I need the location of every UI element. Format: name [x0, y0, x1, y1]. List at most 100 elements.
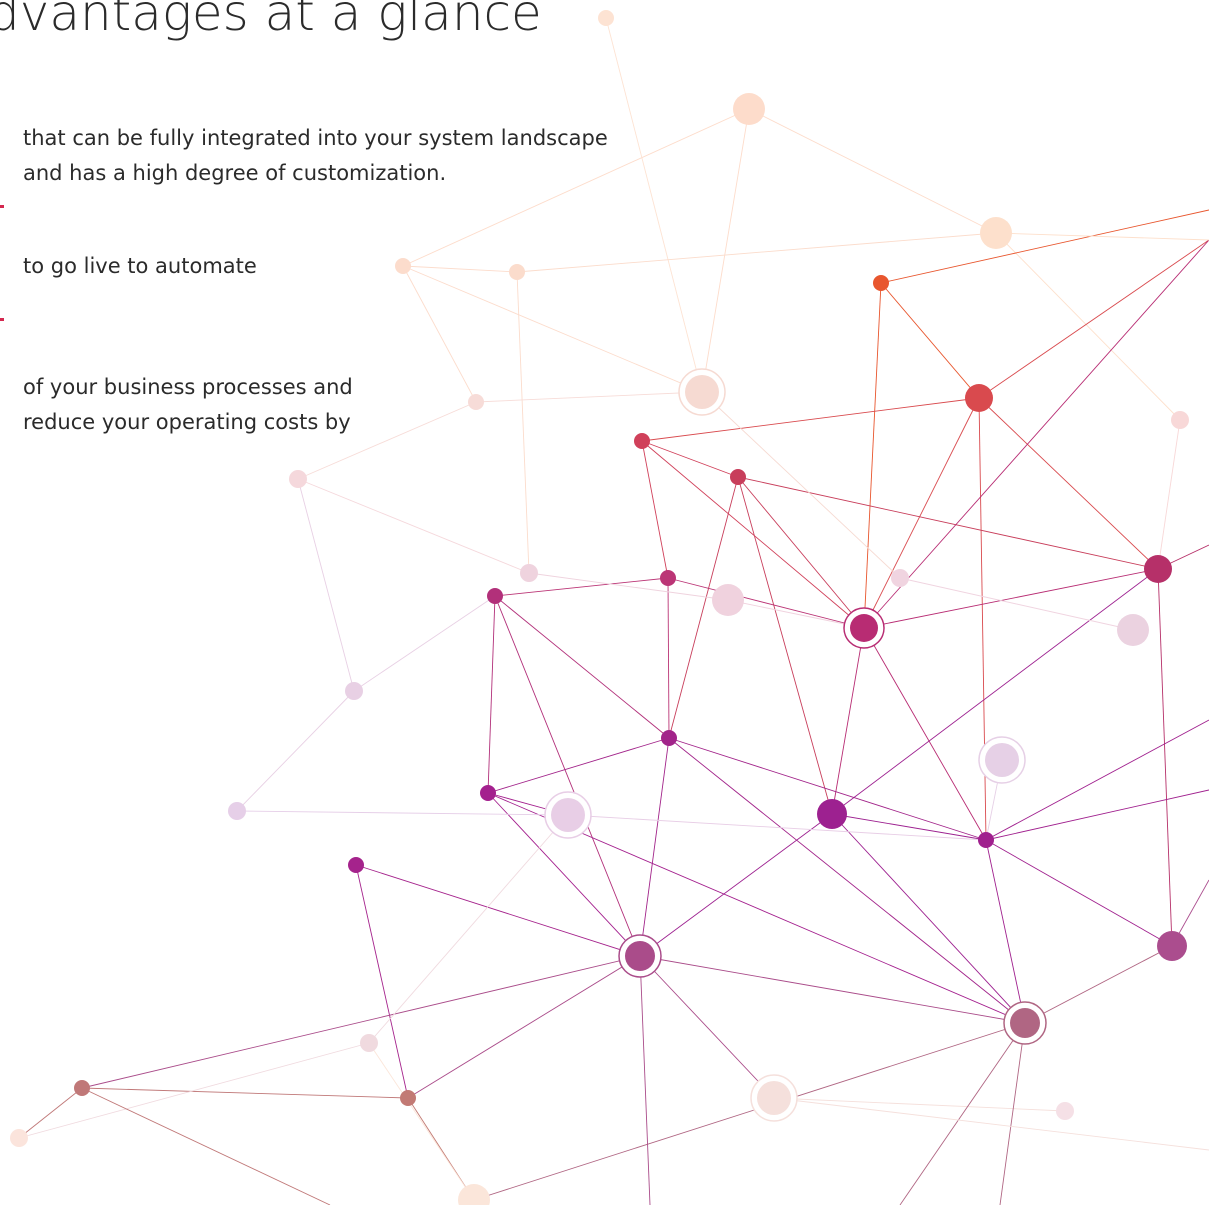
network-edge	[640, 956, 774, 1098]
divider	[0, 205, 4, 208]
advantage-text: reduce your operating costs by	[23, 405, 353, 440]
network-edge	[738, 477, 864, 628]
network-edge	[832, 628, 864, 814]
network-edge	[864, 398, 979, 628]
network-edge	[403, 266, 702, 392]
network-edge	[640, 956, 650, 1205]
network-edge	[82, 1088, 408, 1098]
advantage-text: and has a high degree of customization.	[23, 156, 608, 191]
network-edge	[495, 596, 640, 956]
network-node	[598, 10, 614, 26]
network-edge	[476, 392, 702, 402]
network-edge	[529, 573, 728, 600]
network-node	[345, 682, 363, 700]
network-edge	[517, 233, 996, 272]
network-edge	[832, 814, 986, 840]
network-node	[520, 564, 538, 582]
network-edge	[369, 815, 568, 1043]
page-title: dvantages at a glance	[0, 0, 542, 42]
network-node	[458, 1184, 490, 1205]
network-edge	[669, 738, 1025, 1023]
network-edge	[668, 578, 669, 738]
network-edge	[606, 18, 702, 392]
network-node	[1056, 1102, 1074, 1120]
network-edge	[403, 266, 517, 272]
advantage-text: to go live to automate	[23, 249, 257, 284]
network-node	[400, 1090, 416, 1106]
network-edge	[298, 479, 529, 573]
network-edge	[986, 720, 1209, 840]
network-node	[685, 375, 719, 409]
network-node	[1157, 931, 1187, 961]
network-edge	[749, 109, 996, 233]
network-edge	[881, 210, 1209, 283]
network-edge	[568, 815, 986, 840]
network-edge	[900, 578, 1133, 630]
network-node	[395, 258, 411, 274]
network-edge	[986, 840, 1172, 946]
network-node	[733, 93, 765, 125]
network-node	[1010, 1008, 1040, 1038]
network-node	[817, 799, 847, 829]
network-edge	[702, 109, 749, 392]
network-edge	[495, 578, 668, 596]
network-edge	[19, 1043, 369, 1138]
network-edge	[640, 956, 1025, 1023]
network-node	[980, 217, 1012, 249]
network-node	[625, 941, 655, 971]
network-edge	[640, 738, 669, 956]
network-edge	[298, 479, 354, 691]
advantage-text: of your business processes and	[23, 370, 353, 405]
network-node	[468, 394, 484, 410]
divider	[0, 318, 4, 321]
network-edge	[881, 283, 979, 398]
network-node	[509, 264, 525, 280]
network-edge	[488, 596, 495, 793]
advantage-item: that can be fully integrated into your s…	[23, 121, 608, 191]
network-edge	[495, 596, 669, 738]
network-edge	[774, 1098, 1065, 1111]
network-edge	[774, 1098, 1209, 1150]
network-node	[487, 588, 503, 604]
network-edge	[1158, 420, 1180, 569]
network-edge	[738, 477, 1158, 569]
network-edge	[979, 240, 1209, 398]
network-edge	[488, 738, 669, 793]
network-node	[228, 802, 246, 820]
network-edge	[354, 596, 495, 691]
network-node	[850, 614, 878, 642]
network-node	[480, 785, 496, 801]
network-edge	[1000, 1023, 1025, 1205]
network-edge	[82, 1088, 330, 1205]
network-node	[757, 1081, 791, 1115]
network-edge	[864, 283, 881, 628]
network-node	[978, 832, 994, 848]
network-node	[348, 857, 364, 873]
network-node	[891, 569, 909, 587]
network-edge	[640, 814, 832, 956]
network-node	[634, 433, 650, 449]
network-edge	[237, 691, 354, 811]
advantage-item: to go live to automate	[23, 249, 257, 284]
network-node	[74, 1080, 90, 1096]
network-edge	[642, 441, 668, 578]
network-edge	[517, 272, 529, 573]
network-edge	[237, 811, 568, 815]
network-node	[360, 1034, 378, 1052]
network-edge	[19, 1088, 82, 1138]
network-node	[551, 798, 585, 832]
network-edge	[474, 1023, 1025, 1200]
network-node	[289, 470, 307, 488]
network-edge	[1158, 569, 1172, 946]
network-node	[712, 584, 744, 616]
network-node	[661, 730, 677, 746]
network-node	[985, 743, 1019, 777]
network-edge	[1025, 946, 1172, 1023]
network-edge	[864, 628, 986, 840]
network-edge	[82, 956, 640, 1088]
network-node	[1144, 555, 1172, 583]
network-node	[873, 275, 889, 291]
network-edge	[369, 1043, 474, 1200]
network-node	[660, 570, 676, 586]
network-edge	[996, 233, 1180, 420]
